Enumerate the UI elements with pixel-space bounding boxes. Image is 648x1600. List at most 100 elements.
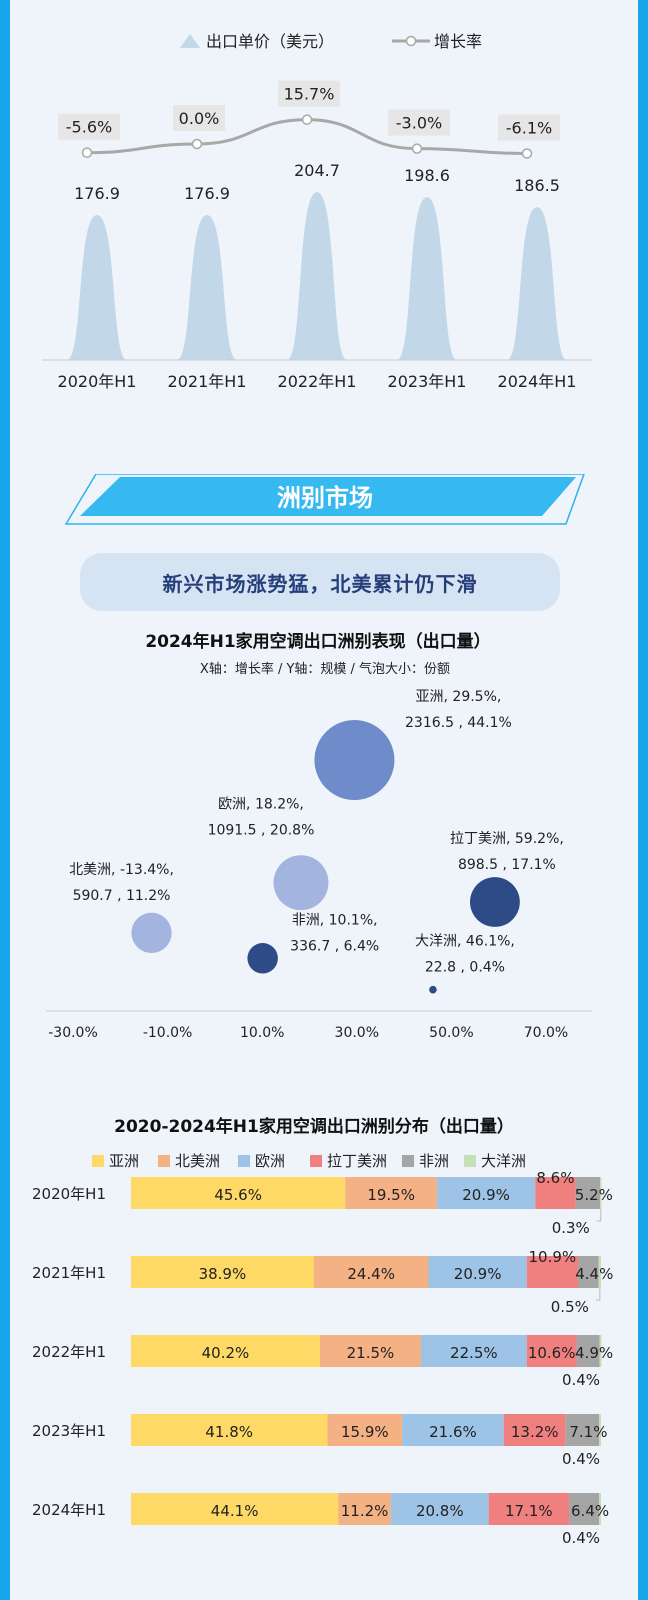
legend-price-label: 出口单价（美元） bbox=[206, 32, 334, 51]
price-value-label: 198.6 bbox=[404, 166, 450, 185]
stacked-segment bbox=[131, 1414, 328, 1446]
legend-label: 北美洲 bbox=[175, 1152, 220, 1170]
price-value-label: 176.9 bbox=[74, 184, 120, 203]
segment-value-label: 4.9% bbox=[575, 1344, 613, 1362]
segment-value-label: 6.4% bbox=[571, 1502, 609, 1520]
legend-label: 亚洲 bbox=[109, 1152, 139, 1170]
stacked-segment bbox=[488, 1493, 570, 1525]
legend-growth-label: 增长率 bbox=[434, 32, 482, 51]
segment-value-label: 17.1% bbox=[505, 1502, 553, 1520]
bubble-x-tick: -30.0% bbox=[48, 1025, 98, 1040]
growth-label-box bbox=[388, 109, 450, 136]
segment-value-label: 45.6% bbox=[214, 1186, 262, 1204]
segment-value-label: 0.5% bbox=[551, 1298, 589, 1316]
segment-value-label: 13.2% bbox=[511, 1423, 559, 1441]
segment-value-label: 41.8% bbox=[205, 1423, 253, 1441]
unit-price-chart: 出口单价（美元） 增长率 -5.6% 0.0% 15.7% -3.0% -6.1% 17… bbox=[42, 32, 592, 391]
stacked-segment bbox=[131, 1493, 339, 1525]
bubble-point bbox=[470, 877, 520, 927]
legend-label: 大洋洲 bbox=[481, 1152, 526, 1170]
bubble-label-line1: 欧洲, 18.2%, bbox=[218, 797, 304, 813]
row-label: 2023年H1 bbox=[32, 1422, 106, 1440]
segment-value-label: 44.1% bbox=[211, 1502, 259, 1520]
segment-value-label: 0.4% bbox=[562, 1529, 600, 1547]
bubble-label-line2: 1091.5 , 20.8% bbox=[208, 823, 315, 839]
price-x-label: 2022年H1 bbox=[278, 372, 357, 391]
growth-value-label: 0.0% bbox=[179, 109, 220, 128]
price-value-label: 176.9 bbox=[184, 184, 230, 203]
growth-label-box bbox=[58, 113, 120, 140]
growth-label-box bbox=[278, 80, 340, 107]
price-value-label: 204.7 bbox=[294, 161, 340, 180]
stacked-segment bbox=[576, 1335, 600, 1367]
stacked-segment bbox=[131, 1256, 314, 1288]
stacked-segment bbox=[599, 1493, 601, 1525]
stacked-segment bbox=[131, 1177, 346, 1209]
stacked-segment bbox=[420, 1335, 527, 1367]
segment-value-label: 10.9% bbox=[529, 1248, 577, 1266]
row-label: 2021年H1 bbox=[32, 1264, 106, 1282]
bubble-point bbox=[314, 720, 395, 800]
stacked-segment bbox=[402, 1414, 504, 1446]
price-peak bbox=[67, 214, 127, 360]
stacked-segment bbox=[535, 1177, 576, 1209]
legend-growth-marker bbox=[405, 35, 417, 47]
segment-value-label: 15.9% bbox=[341, 1423, 389, 1441]
bubble-x-tick: 10.0% bbox=[240, 1025, 284, 1040]
segment-value-label: 24.4% bbox=[347, 1265, 395, 1283]
bubble-chart-subtitle: X轴：增长率 / Y轴：规模 / 气泡大小：份额 bbox=[200, 661, 450, 677]
bubble-label-line1: 非洲, 10.1%, bbox=[292, 912, 378, 928]
stacked-segment bbox=[565, 1414, 600, 1446]
growth-point bbox=[301, 114, 313, 125]
stacked-segment bbox=[599, 1414, 601, 1446]
banner-title: 洲别市场 bbox=[277, 484, 373, 512]
bubble-x-tick: -10.0% bbox=[143, 1025, 193, 1040]
row-label: 2020年H1 bbox=[32, 1185, 106, 1203]
growth-value-label: -5.6% bbox=[66, 118, 112, 137]
bubble-label-line1: 拉丁美洲, 59.2%, bbox=[450, 831, 564, 847]
stacked-segment bbox=[319, 1335, 421, 1367]
segment-value-label: 0.4% bbox=[562, 1371, 600, 1389]
banner-back-outline bbox=[64, 474, 585, 525]
price-x-label: 2020年H1 bbox=[58, 372, 137, 391]
segment-value-label: 21.6% bbox=[429, 1423, 477, 1441]
price-peak bbox=[397, 197, 457, 360]
stacked-segment bbox=[577, 1256, 599, 1288]
growth-value-label: -3.0% bbox=[396, 114, 442, 133]
stacked-segment bbox=[428, 1256, 527, 1288]
growth-label-box bbox=[173, 105, 225, 131]
segment-value-label: 20.9% bbox=[462, 1186, 510, 1204]
growth-point bbox=[521, 148, 533, 159]
stacked-segment bbox=[569, 1493, 600, 1525]
bubble-label-line1: 北美洲, -13.4%, bbox=[69, 862, 174, 878]
bubble-label-line1: 亚洲, 29.5%, bbox=[416, 689, 502, 705]
legend-swatch bbox=[310, 1155, 322, 1167]
bubble-label-line2: 898.5 , 17.1% bbox=[458, 857, 556, 873]
label-leader-line bbox=[595, 1288, 601, 1301]
row-label: 2022年H1 bbox=[32, 1343, 106, 1361]
banner-shape bbox=[80, 477, 576, 516]
price-x-label: 2021年H1 bbox=[168, 372, 247, 391]
bubble-label-line2: 2316.5 , 44.1% bbox=[405, 715, 512, 731]
legend-label: 拉丁美洲 bbox=[327, 1152, 387, 1170]
segment-value-label: 38.9% bbox=[199, 1265, 247, 1283]
stacked-segment bbox=[599, 1335, 602, 1367]
price-x-label: 2023年H1 bbox=[388, 372, 467, 391]
bubble-point bbox=[273, 855, 329, 911]
legend-swatch bbox=[464, 1155, 476, 1167]
stacked-segment bbox=[575, 1177, 601, 1209]
segment-value-label: 8.6% bbox=[536, 1169, 574, 1187]
price-chart-legend: 出口单价（美元） 增长率 bbox=[180, 32, 482, 51]
row-label: 2024年H1 bbox=[32, 1501, 106, 1519]
stacked-segment bbox=[526, 1256, 578, 1288]
price-x-label: 2024年H1 bbox=[498, 372, 577, 391]
growth-label-box bbox=[498, 114, 560, 141]
growth-value-label: -6.1% bbox=[506, 118, 552, 137]
growth-value-label: 15.7% bbox=[284, 85, 335, 104]
legend-label: 欧洲 bbox=[255, 1152, 285, 1170]
segment-value-label: 20.9% bbox=[454, 1265, 502, 1283]
stacked-segment bbox=[390, 1493, 489, 1525]
stacked-segment bbox=[313, 1256, 429, 1288]
legend-label: 非洲 bbox=[419, 1152, 449, 1170]
legend-swatch bbox=[238, 1155, 250, 1167]
